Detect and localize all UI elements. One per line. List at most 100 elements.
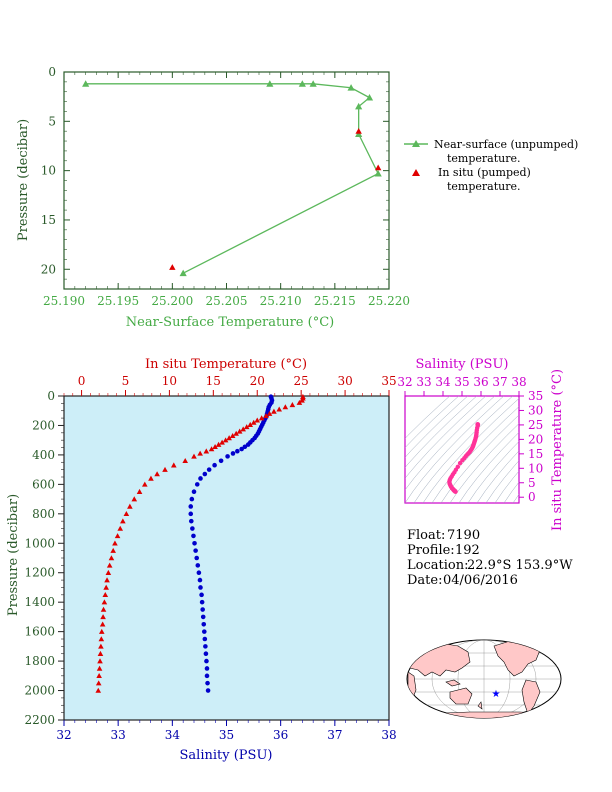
top-y-tick-label: 10 [41,164,56,178]
near-surface-point [355,102,363,110]
density-contour [503,481,519,503]
ts-sal-tick-label: 38 [511,375,526,389]
ts-point [453,489,458,494]
temperature-axis-label: In situ Temperature (°C) [145,357,307,372]
temperature-point [95,687,102,693]
near-surface-point [374,169,382,177]
salinity-axis-label: Salinity (PSU) [180,748,273,763]
salinity-point [202,471,208,477]
salinity-bottom-ticks: 32 33 34 35 36 37 38 [56,720,397,742]
temperature-point [106,562,113,568]
density-contour [405,396,478,468]
temperature-point [296,399,303,405]
near-surface-point [365,94,374,101]
temperature-point [162,466,168,472]
temperature-point [148,475,154,481]
top-legend: Near-surface (unpumped) temperature. In … [404,138,578,193]
temperature-point [276,406,283,412]
salinity-point [218,458,224,464]
temperature-point [299,397,305,403]
salinity-point [225,454,230,459]
sal-tick-label: 35 [219,728,234,742]
location-value: 22.9°S 153.9°W [467,558,573,573]
ts-temp-tick-label: 10 [528,461,543,475]
salinity-point [200,607,205,612]
temperature-point [110,547,116,553]
temperature-point [212,444,218,450]
land-new-zealand [477,701,483,710]
temperature-point [108,555,115,561]
temp-tick-label: 10 [162,374,177,388]
top-x-ticks: 25.190 25.195 25.200 25.205 25.210 25.215 25.2… [43,72,410,308]
salinity-point [201,621,207,627]
temperature-point [154,471,160,477]
top-x-axis-label: Near-Surface Temperature (°C) [126,315,334,330]
top-x-tick-label: 25.215 [314,294,356,308]
ts-plot-frame [404,395,520,504]
top-y-ticks: 0 5 10 15 20 [41,65,389,290]
ts-point [457,460,463,466]
temperature-point [191,453,197,459]
ts-sal-tick-label: 34 [435,375,451,389]
temp-tick-label: 25 [294,374,309,388]
top-x-tick-label: 25.210 [260,294,302,308]
salinity-point [197,577,203,583]
temperature-point [102,592,109,598]
legend-near-surface-line1: Near-surface (unpumped) [434,138,578,151]
ts-temp-tick-label: 35 [528,389,543,403]
pressure-tick-label: 2200 [24,713,55,727]
temperature-point [182,458,189,464]
salinity-point [188,511,194,517]
density-contour [405,396,496,491]
temperature-point [266,410,273,416]
ts-temp-tick-label: 20 [528,432,543,446]
density-contour [405,396,505,503]
salinity-point [203,651,209,657]
temperature-point [98,643,104,649]
temperature-point [97,650,104,656]
in-situ-point [169,264,176,270]
temperature-point [112,540,118,546]
salinity-point [205,680,210,686]
top-y-tick-label: 20 [41,262,56,276]
temperature-point [103,584,109,590]
temp-tick-label: 0 [78,374,86,388]
ts-sal-tick-label: 33 [416,375,431,389]
temp-tick-label: 35 [381,374,396,388]
pressure-tick-label: 2000 [24,684,55,698]
pressure-axis-label: Pressure (decibar) [6,494,21,616]
near-surface-point [355,130,363,138]
temperature-point [250,419,257,425]
ts-temp-tick-label: 25 [528,418,543,432]
top-x-tick-label: 25.190 [43,294,85,308]
ts-salinity-ticks: 32 33 34 35 36 37 38 [397,375,527,396]
near-surface-chart: 25.190 25.195 25.200 25.205 25.210 25.215 25.2… [16,65,578,330]
temperature-point [258,415,265,421]
near-surface-point [347,84,355,91]
pressure-tick-label: 1800 [24,654,55,668]
temperature-point [208,446,215,452]
near-surface-point [309,80,317,87]
pressure-tick-label: 1400 [24,595,55,609]
legend-in-situ-line1: In situ (pumped) [438,166,531,179]
pressure-tick-label: 1600 [24,625,55,639]
salinity-point [193,548,198,553]
salinity-point [194,482,200,487]
sal-tick-label: 36 [273,728,288,742]
sal-tick-label: 38 [381,728,396,742]
temperature-point [263,413,269,419]
near-surface-point [179,269,187,277]
top-y-tick-label: 0 [48,65,56,79]
density-contour [458,431,519,503]
temperature-point [136,488,143,494]
temp-tick-label: 30 [337,374,352,388]
legend-marker-in-situ [412,169,420,176]
salinity-point [198,585,203,590]
in-situ-point [374,164,382,171]
salinity-point [230,451,236,456]
salinity-point [192,540,197,546]
salinity-point [206,467,212,472]
